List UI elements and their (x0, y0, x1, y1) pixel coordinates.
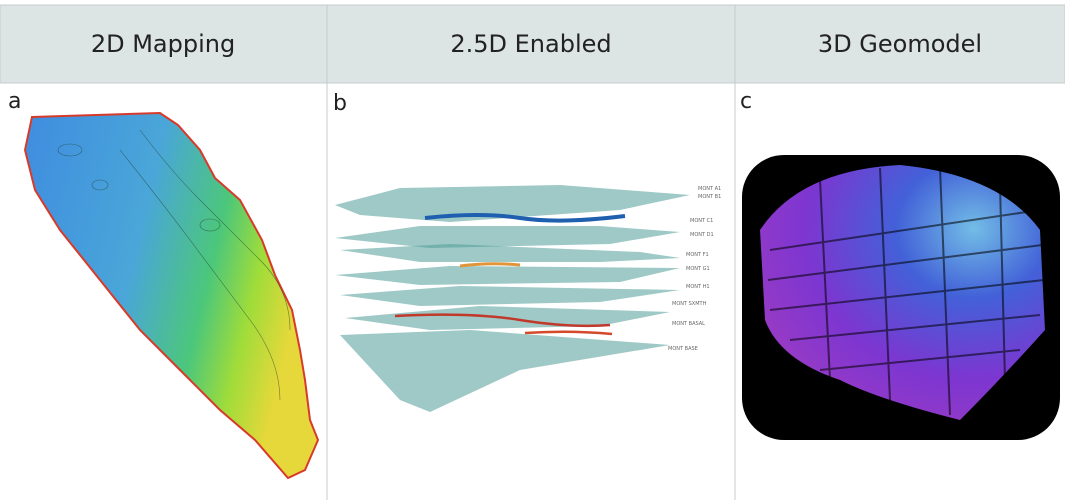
column-title: 2D Mapping (91, 30, 235, 58)
layer-label: MONT BASAL (672, 321, 705, 327)
panel-label: a (8, 89, 21, 114)
well-trace (525, 332, 612, 334)
column-title: 3D Geomodel (818, 30, 982, 58)
layer-label: MONT A1 (698, 186, 721, 192)
layer-label: MONT SXMTH (672, 301, 707, 307)
layer-label: MONT F1 (686, 252, 709, 258)
layer-planes (335, 185, 690, 412)
well-trace (460, 264, 520, 266)
column-title: 2.5D Enabled (450, 30, 611, 58)
panel-label: b (333, 91, 347, 116)
contour-map (25, 113, 318, 478)
layer-label: MONT C1 (690, 218, 713, 224)
layer-label: MONT H1 (686, 284, 710, 290)
layer-label: MONT G1 (686, 266, 710, 272)
figure: 2D Mapping 2.5D Enabled 3D Geomodel a b … (0, 0, 1065, 500)
layer-label: MONT B1 (698, 194, 721, 200)
panel-label: c (740, 89, 752, 114)
layer-label: MONT BASE (668, 346, 698, 352)
layer-label: MONT D1 (690, 232, 714, 238)
